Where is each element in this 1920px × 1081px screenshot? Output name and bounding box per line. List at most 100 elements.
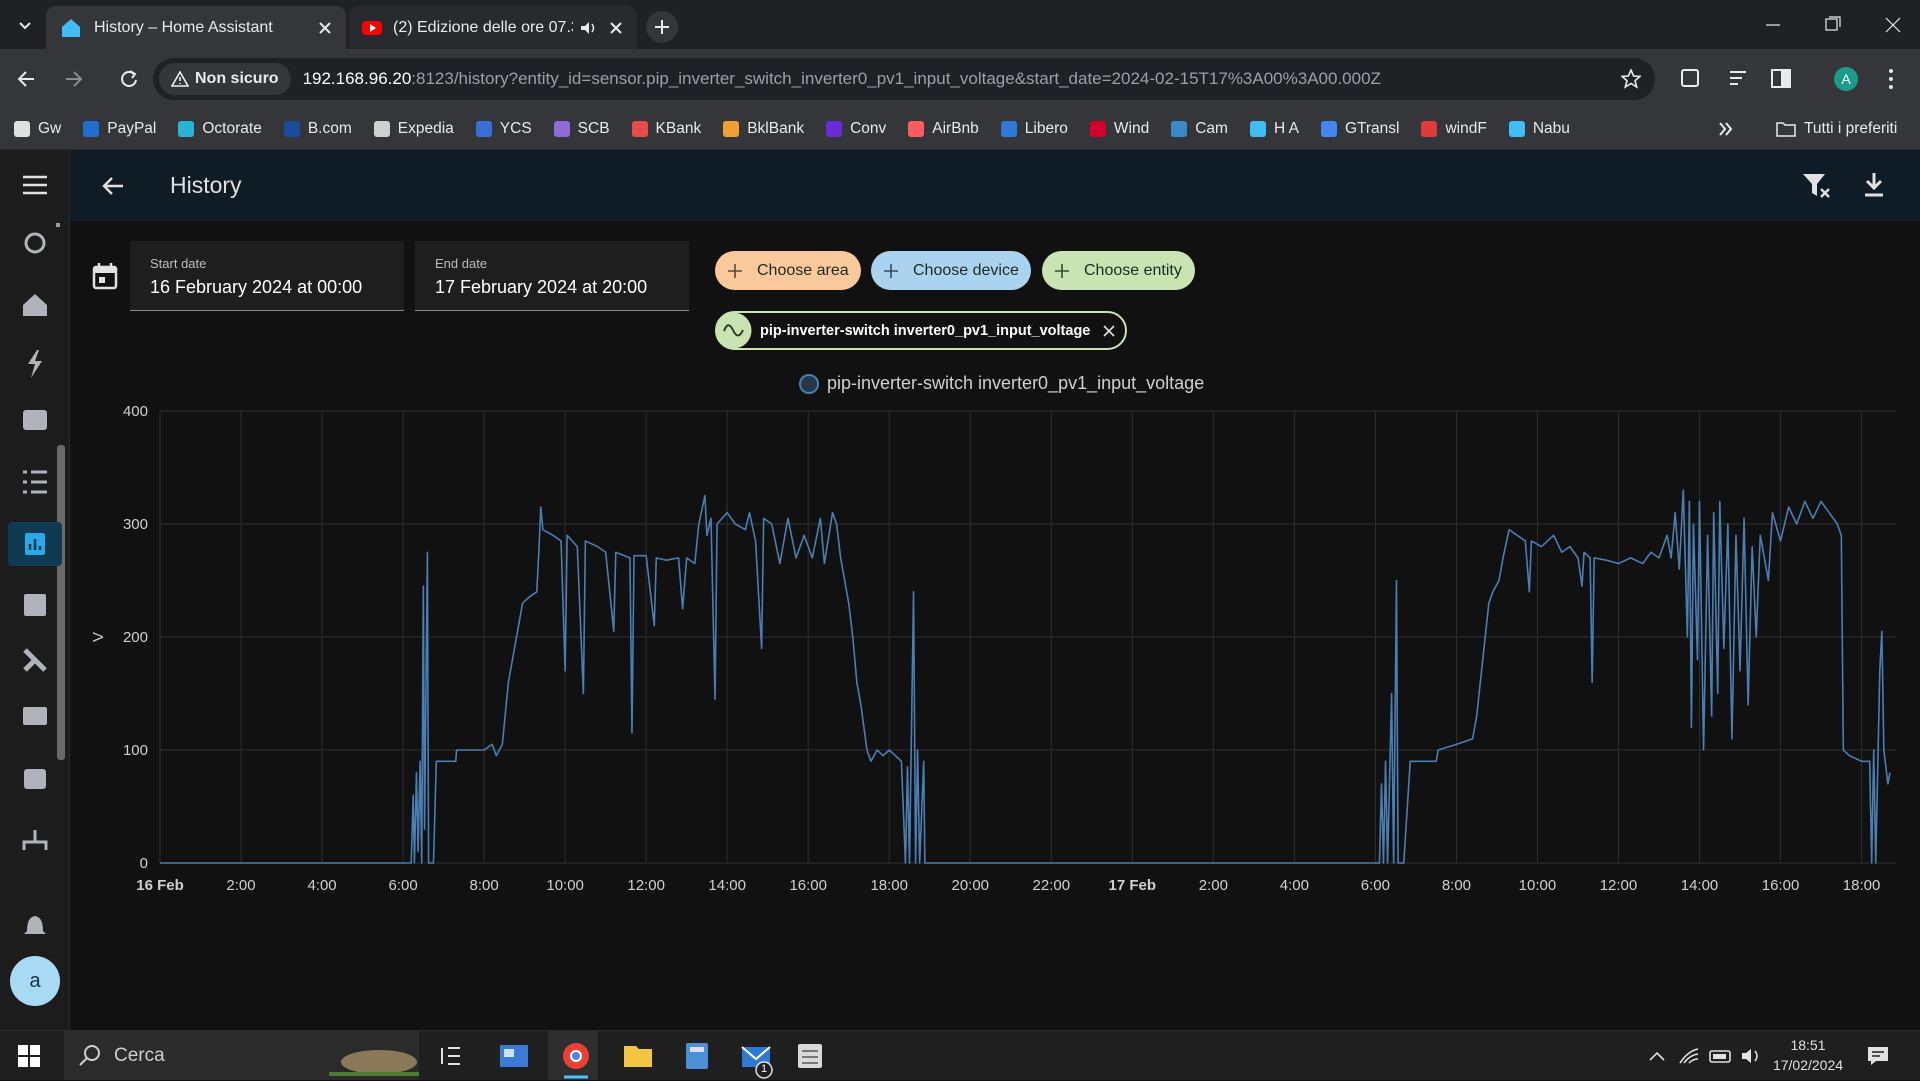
tab-title: History – Home Assistant — [94, 18, 273, 36]
bookmark-icon — [83, 120, 100, 137]
bookmark-title: AirBnb — [932, 119, 979, 137]
bookmark-title: GTransl — [1344, 119, 1400, 137]
x-tick-label: 2:00 — [1199, 877, 1228, 894]
bookmark[interactable]: GTransl — [1320, 119, 1400, 138]
bookmark-icon — [373, 120, 390, 137]
remove-entity[interactable] — [1103, 324, 1115, 337]
x-tick-label: 16:00 — [1762, 877, 1800, 894]
end-date-picker[interactable]: End date 17 February 2024 at 20:00 — [415, 241, 689, 311]
more-bookmarks[interactable] — [1718, 121, 1734, 137]
y-tick-label: 400 — [123, 403, 148, 420]
back-button[interactable] — [102, 175, 124, 197]
clock[interactable]: 18:51 17/02/2024 — [1770, 1035, 1846, 1075]
bookmark[interactable]: AirBnb — [908, 120, 979, 138]
plus-icon — [884, 263, 898, 278]
start-date-picker[interactable]: Start date 16 February 2024 at 00:00 — [130, 241, 404, 311]
tab-close[interactable] — [609, 21, 623, 35]
bookmark[interactable]: Wind — [1089, 120, 1149, 138]
user-avatar[interactable]: a — [10, 956, 60, 1006]
clock-date: 17/02/2024 — [1772, 1057, 1844, 1073]
tab-close[interactable] — [318, 21, 332, 35]
system-tray[interactable] — [1646, 1045, 1766, 1067]
bookmark[interactable]: SCB — [553, 120, 610, 138]
bookmark-title: KBank — [655, 119, 702, 137]
search-text: Cerca — [114, 1044, 165, 1066]
bookmark[interactable]: H A — [1249, 120, 1299, 138]
download-button[interactable] — [1863, 172, 1885, 198]
choose-entity-chip[interactable]: Choose entity — [1042, 251, 1195, 290]
bookmark-title: Conv — [850, 119, 887, 137]
bookmark-title: PayPal — [107, 119, 157, 137]
bookmark-title: Octorate — [202, 119, 262, 137]
all-bookmarks[interactable]: Tutti i preferiti — [1776, 108, 1897, 149]
tab-search-button[interactable] — [16, 16, 34, 34]
clear-filter-button[interactable] — [1802, 172, 1832, 200]
taskbar-apps[interactable] — [430, 1031, 850, 1081]
bookmark[interactable]: Nabu — [1508, 119, 1570, 138]
all-bookmarks-text: Tutti i preferiti — [1804, 119, 1898, 137]
bookmark-icon — [723, 120, 740, 137]
bookmark[interactable]: Octorate — [178, 119, 262, 138]
bookmark-title: YCS — [499, 119, 532, 137]
tab-audio-icon[interactable] — [579, 20, 597, 36]
menu-button[interactable] — [1886, 67, 1896, 91]
tab[interactable]: (2) Edizione delle ore 07.30 — [349, 6, 637, 49]
taskbar: Cerca 1 18:51 17/02/2024 — [0, 1030, 1920, 1080]
bookmark[interactable]: Libero — [1000, 119, 1068, 138]
y-tick-label: 0 — [140, 855, 148, 872]
url-host: 192.168.96.20 — [302, 69, 412, 88]
choose-device-chip[interactable]: Choose device — [871, 251, 1031, 290]
window-controls[interactable] — [1766, 15, 1906, 35]
choose-area-chip[interactable]: Choose area — [715, 251, 861, 290]
bookmark[interactable]: PayPal — [83, 120, 156, 138]
bookmark-title: Nabu — [1532, 119, 1570, 137]
calendar-icon[interactable] — [92, 262, 118, 290]
new-tab-button[interactable] — [645, 10, 679, 44]
bookmark[interactable]: BklBank — [723, 120, 804, 138]
plus-icon — [1055, 263, 1069, 278]
bookmark-star[interactable] — [1621, 69, 1641, 89]
bookmark-icon — [908, 120, 925, 137]
bookmark[interactable]: windF — [1421, 119, 1487, 138]
notification-button[interactable] — [1866, 1045, 1890, 1067]
x-tick-label: 18:00 — [1843, 877, 1881, 894]
sidebar-icons[interactable] — [0, 150, 70, 1030]
search-box[interactable]: Cerca — [64, 1031, 419, 1080]
start-button[interactable] — [18, 1045, 40, 1067]
bookmark-title: Libero — [1024, 119, 1068, 137]
address-bar[interactable]: Non sicuro 192.168.96.20:8123/history?en… — [153, 58, 1655, 100]
sidebar: a — [0, 150, 70, 1030]
bookmark-title: windF — [1445, 119, 1487, 137]
y-tick-label: 100 — [123, 742, 148, 759]
tab[interactable]: History – Home Assistant — [46, 6, 346, 49]
security-chip[interactable]: Non sicuro — [159, 63, 291, 95]
selected-entity-chip[interactable]: pip-inverter-switch inverter0_pv1_input_… — [715, 311, 1127, 350]
end-date-value: 17 February 2024 at 20:00 — [435, 277, 648, 297]
x-tick-label: 16:00 — [789, 877, 827, 894]
start-date-value: 16 February 2024 at 00:00 — [150, 277, 363, 297]
bookmark-icon — [1249, 120, 1266, 137]
bookmark[interactable]: Conv — [826, 120, 886, 138]
bookmark-title: B.com — [307, 119, 352, 137]
start-date-label: Start date — [150, 256, 207, 271]
end-date-label: End date — [435, 256, 488, 271]
bookmark[interactable]: KBank — [631, 119, 702, 138]
profile-avatar[interactable]: A — [1834, 67, 1858, 91]
nav-buttons[interactable] — [16, 68, 146, 90]
bookmark-icon — [1508, 120, 1525, 137]
bookmark-title: Cam — [1195, 119, 1228, 137]
bookmark[interactable]: YCS — [475, 119, 532, 138]
bookmark[interactable]: Cam — [1171, 120, 1228, 138]
history-chart: 0 100 200 300 400 16 Feb 2:00 4:00 6:00 8:00 10:00… — [90, 373, 1896, 894]
bookmark[interactable]: Expedia — [373, 120, 454, 138]
chip-label: Choose area — [757, 261, 849, 279]
bookmark[interactable]: Gw — [14, 120, 61, 138]
bookmark[interactable]: B.com — [283, 119, 352, 138]
extension-icons[interactable] — [1680, 66, 1840, 92]
bookmark-icon — [1320, 120, 1337, 137]
tab-favicon — [62, 18, 80, 37]
bookmark-icon — [14, 120, 30, 137]
x-tick-label: 4:00 — [1280, 877, 1309, 894]
bookmark-icon — [178, 120, 195, 137]
tab-strip: History – Home Assistant (2) Edizione de… — [0, 0, 1920, 49]
